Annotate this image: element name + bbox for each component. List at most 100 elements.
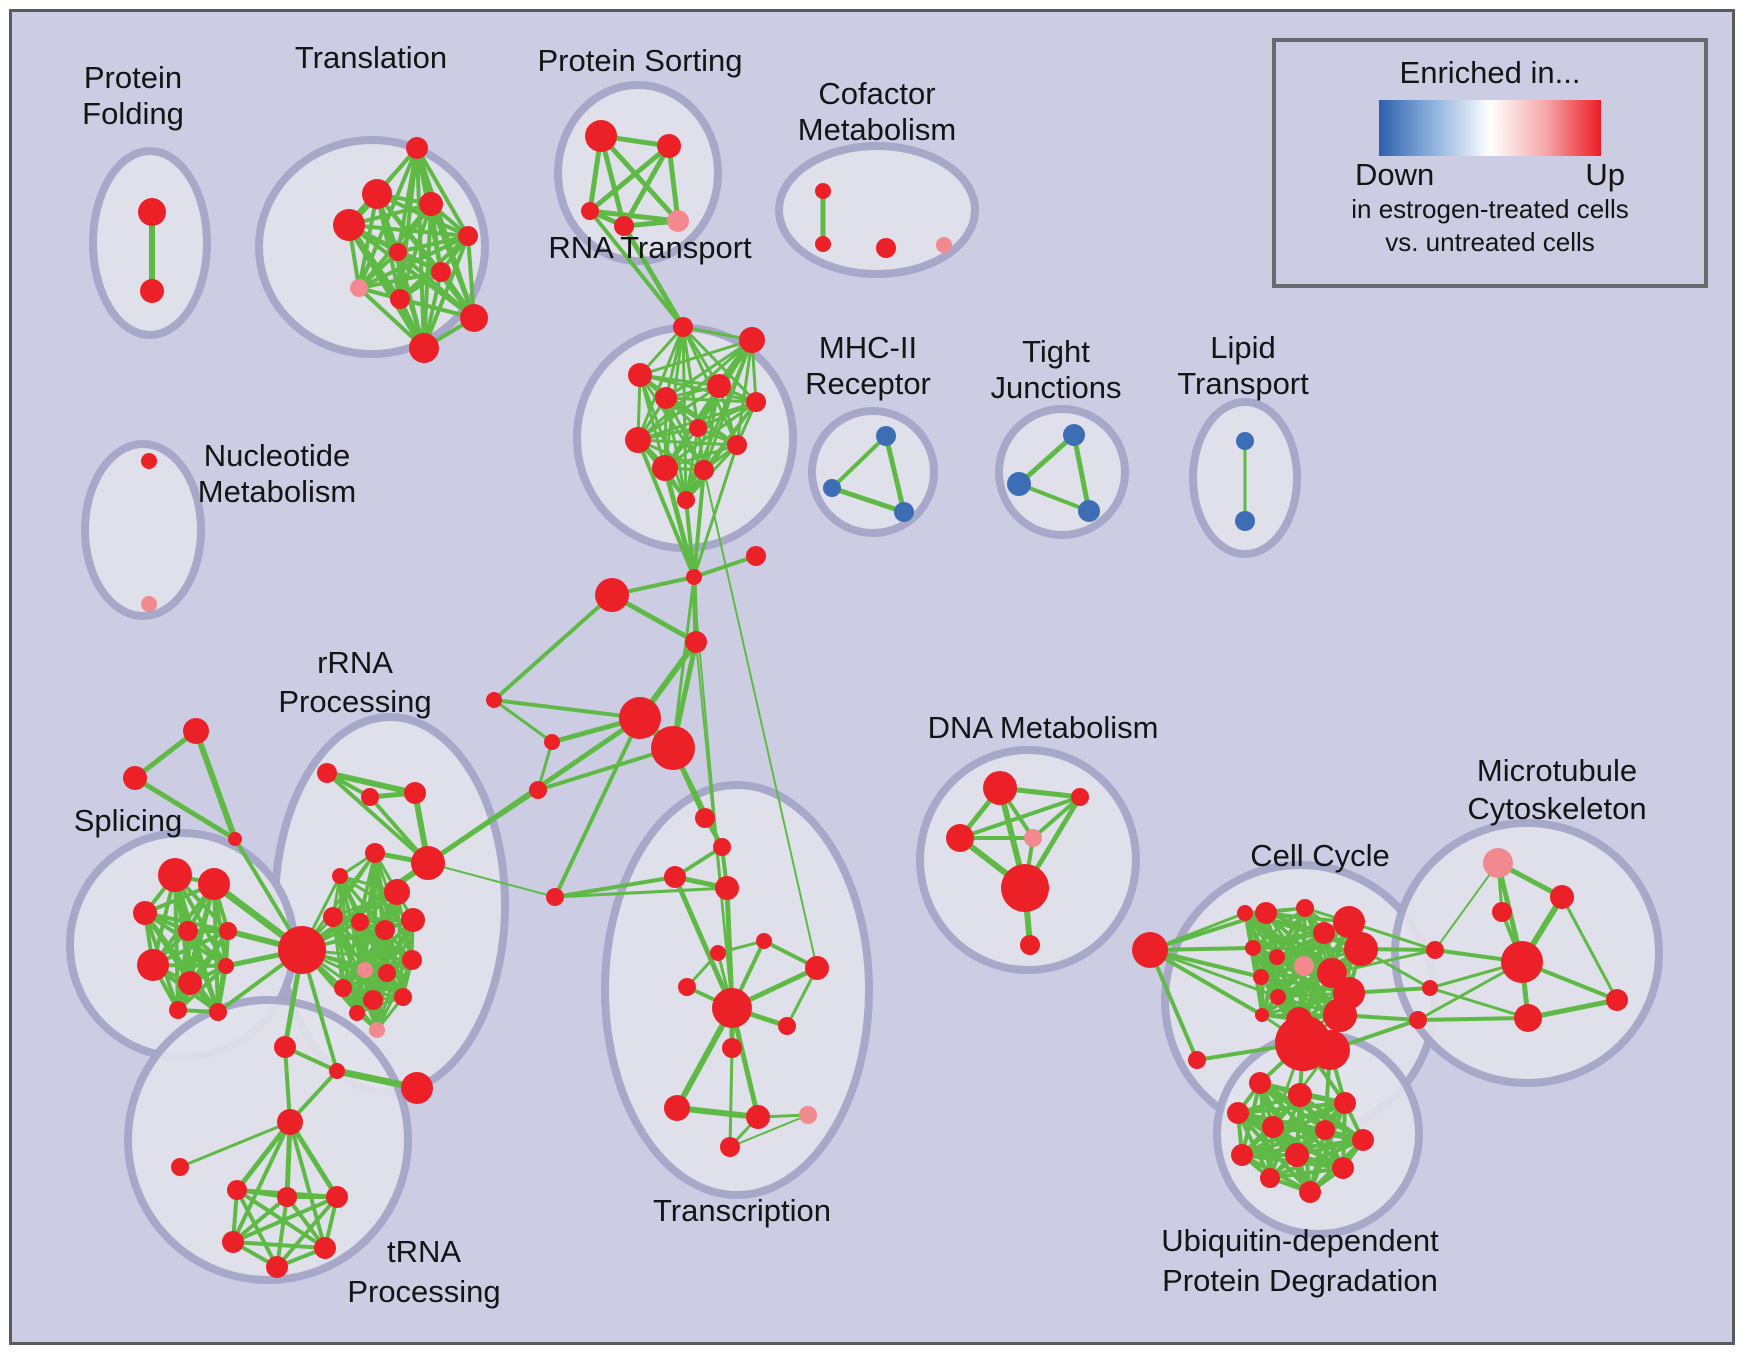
node-txn11 <box>722 1038 742 1058</box>
legend-box: Enriched in... Down Up in estrogen-treat… <box>1272 38 1708 288</box>
node-rb2 <box>329 1063 345 1079</box>
legend-title: Enriched in... <box>1399 55 1581 90</box>
node-ps1 <box>585 120 617 152</box>
node-k1 <box>1426 941 1444 959</box>
edge <box>636 325 685 442</box>
cluster-label-tight-junctions-line2: Junctions <box>991 370 1122 405</box>
node-rt5 <box>707 374 731 398</box>
edge <box>331 915 359 1015</box>
edge <box>1251 931 1326 950</box>
node-rr4 <box>365 843 385 863</box>
node-sp6 <box>137 949 169 981</box>
edge <box>587 143 672 214</box>
cluster-label-dna-metabolism-line1: DNA Metabolism <box>928 710 1159 745</box>
node-t11 <box>409 333 439 363</box>
cluster-label-lipid-transport-line2: Transport <box>1177 366 1309 401</box>
cluster-label-protein-sorting-line1: Protein Sorting <box>537 43 742 78</box>
node-th1 <box>227 1180 247 1200</box>
cluster-label-splicing-line1: Splicing <box>74 803 183 838</box>
cluster-ellipse-tight-junctions <box>995 405 1129 539</box>
cluster-label-microtubule-cytoskeleton-line1: Microtubule <box>1477 753 1637 788</box>
cluster-label-nucleotide-metabolism-line2: Metabolism <box>198 474 357 509</box>
node-th4 <box>222 1231 244 1253</box>
edge <box>588 209 685 329</box>
node-mt2 <box>1550 885 1574 909</box>
edge <box>396 250 476 320</box>
node-rr7 <box>323 907 343 927</box>
edge <box>728 1046 734 1149</box>
node-ub5 <box>1262 1116 1284 1138</box>
node-lt2 <box>1235 511 1255 531</box>
node-txn10 <box>778 1017 796 1035</box>
node-rt8 <box>625 427 651 453</box>
edge <box>638 373 758 404</box>
edge <box>178 1120 292 1169</box>
edge <box>1240 1128 1327 1157</box>
node-rr2 <box>361 788 379 806</box>
edge <box>636 384 721 442</box>
cluster-label-ubiquitin-degradation-line2: Protein Degradation <box>1162 1263 1438 1298</box>
cluster-label-cofactor-metabolism-line2: Metabolism <box>798 112 957 147</box>
node-pf2 <box>140 279 164 303</box>
edge <box>235 1188 279 1269</box>
edge <box>1434 862 1499 951</box>
node-t2 <box>362 179 392 209</box>
edge <box>1428 986 1530 1020</box>
edge <box>1017 482 1091 513</box>
node-rb1 <box>274 1036 296 1058</box>
node-c3 <box>595 578 629 612</box>
node-rr8 <box>351 913 369 931</box>
node-cc1 <box>1237 905 1253 921</box>
node-cc9 <box>1253 969 1269 985</box>
edge <box>324 770 418 796</box>
node-th2 <box>277 1187 297 1207</box>
legend-subtitle-line1: in estrogen-treated cells <box>1351 194 1629 224</box>
node-rt2 <box>739 327 765 353</box>
node-t6 <box>389 243 407 261</box>
edge <box>621 223 686 330</box>
edge <box>341 958 414 990</box>
node-k3 <box>1409 1011 1427 1029</box>
node-cc3 <box>1296 899 1314 917</box>
edge <box>729 1114 809 1148</box>
node-t8 <box>350 279 368 297</box>
node-rt11 <box>694 460 714 480</box>
node-txn7 <box>710 945 726 961</box>
node-txn8 <box>805 956 829 980</box>
edge <box>415 146 470 238</box>
edge <box>830 434 888 490</box>
edge <box>193 728 238 842</box>
cluster-label-cell-cycle-line1: Cell Cycle <box>1250 838 1390 873</box>
edge <box>692 443 739 579</box>
node-txn13 <box>746 1105 770 1129</box>
node-txn4 <box>546 888 564 906</box>
node-sp4 <box>178 921 198 941</box>
node-ub8 <box>1231 1144 1253 1166</box>
cluster-label-protein-folding-line2: Folding <box>82 96 184 131</box>
node-t4 <box>333 209 365 241</box>
node-t1 <box>406 137 428 159</box>
node-rt4 <box>655 387 677 409</box>
edge <box>275 1195 339 1269</box>
node-tj1 <box>1063 424 1085 446</box>
node-sp5 <box>219 922 237 940</box>
node-c4 <box>685 631 707 653</box>
cluster-label-trna-processing-line2: Processing <box>347 1274 500 1309</box>
node-rr9 <box>375 920 395 940</box>
edge <box>1251 946 1342 1017</box>
node-x2 <box>123 766 147 790</box>
node-rt7 <box>689 419 707 437</box>
node-sp8 <box>218 958 234 974</box>
node-rt9 <box>727 435 747 455</box>
cluster-ellipse-nucleotide-metabolism <box>81 440 205 620</box>
node-ub2 <box>1288 1083 1312 1107</box>
cluster-label-tight-junctions-line1: Tight <box>1022 334 1090 369</box>
node-sp1 <box>158 858 192 892</box>
edge <box>553 875 677 899</box>
edge <box>587 208 681 224</box>
edge <box>671 575 696 750</box>
edge <box>672 874 735 1011</box>
cluster-label-transcription-line1: Transcription <box>653 1193 831 1228</box>
edge <box>1071 432 1092 514</box>
node-d4 <box>1024 829 1042 847</box>
